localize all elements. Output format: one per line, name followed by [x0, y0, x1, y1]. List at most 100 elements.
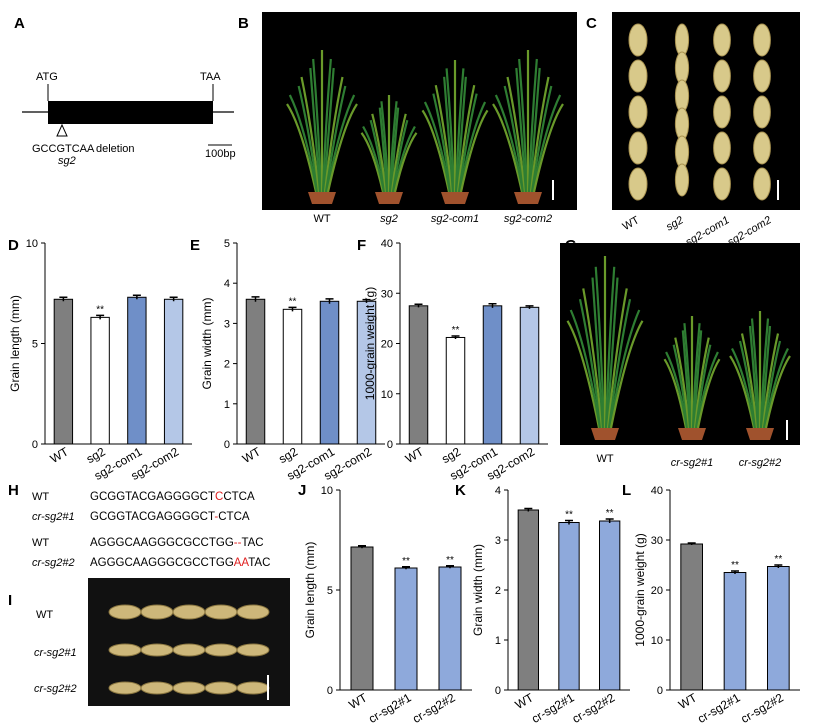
leaf	[681, 330, 692, 429]
photo-label: WT	[621, 214, 642, 233]
photo-label: cr-sg2#2	[739, 457, 782, 469]
panel-letter: B	[238, 15, 249, 32]
leaf	[530, 85, 553, 193]
bar	[127, 296, 147, 445]
error-bar	[358, 545, 366, 549]
error-bar	[169, 296, 178, 302]
significance: **	[606, 508, 614, 519]
grain	[108, 643, 142, 657]
leaf	[578, 298, 603, 429]
leaf	[731, 347, 757, 429]
grain	[204, 643, 238, 657]
grain	[713, 131, 731, 165]
photo-label: sg2	[380, 213, 398, 225]
leaf	[750, 318, 761, 429]
gene-diagram	[22, 84, 234, 146]
leaf	[443, 76, 455, 193]
sequence-label: WT	[32, 537, 49, 549]
leaf	[605, 277, 619, 429]
y-tick-label: 0	[387, 439, 393, 451]
photo-label: WT	[313, 213, 330, 225]
y-tick-label: 1	[495, 635, 501, 647]
panel-letter: K	[455, 482, 466, 499]
leaf	[380, 101, 390, 193]
error-bar	[402, 566, 410, 570]
grain	[172, 604, 206, 620]
significance: **	[565, 510, 573, 521]
y-tick-label: 2	[495, 585, 501, 597]
leaf	[694, 344, 712, 429]
x-tick-label: WT	[513, 690, 537, 712]
sequence-part: AA	[234, 557, 250, 569]
sequence-part: -	[214, 511, 218, 523]
y-tick-label: 3	[495, 535, 501, 547]
error-bar	[325, 298, 334, 304]
grain	[713, 59, 731, 93]
grain	[204, 681, 238, 695]
bar	[767, 566, 790, 691]
error-bar	[451, 335, 460, 339]
error-bar	[132, 294, 141, 300]
bar	[445, 336, 466, 445]
leaf	[738, 340, 758, 429]
leaf	[506, 76, 527, 193]
leaf	[392, 125, 416, 193]
leaf	[286, 103, 318, 193]
leaf	[566, 320, 601, 429]
pot	[591, 428, 619, 440]
leaf	[695, 351, 719, 429]
y-tick-label: 0	[657, 685, 663, 697]
y-tick-label: 2	[224, 359, 230, 371]
sequence-part: CTCA	[218, 511, 250, 523]
bar	[53, 298, 74, 445]
leaf	[321, 58, 332, 193]
sequence-label: cr-sg2#1	[32, 511, 75, 523]
leaf	[457, 93, 478, 193]
error-bar	[251, 296, 260, 302]
bar	[90, 316, 110, 445]
leaf	[609, 320, 644, 429]
y-tick-label: 3	[224, 318, 230, 330]
error-bar	[446, 565, 454, 569]
error-bar	[687, 542, 696, 545]
leaf	[692, 330, 703, 429]
leaf	[459, 109, 489, 193]
grain	[140, 604, 174, 620]
leaf	[608, 309, 641, 429]
leaf	[434, 84, 454, 193]
deleted-motif: GCCGTCAA	[32, 143, 95, 155]
pot	[746, 428, 774, 440]
y-axis-label: Grain width (mm)	[200, 297, 214, 389]
leaf	[663, 358, 688, 429]
grain	[753, 23, 771, 57]
significance: **	[96, 304, 104, 315]
leaf	[748, 325, 760, 429]
leaf	[423, 101, 452, 193]
panel-letter: A	[14, 15, 25, 32]
significance: **	[402, 556, 410, 567]
panel-letter: E	[190, 237, 200, 254]
sequence-part: C	[215, 491, 223, 503]
y-tick-label: 0	[32, 439, 38, 451]
leaf	[324, 85, 347, 193]
y-tick-label: 0	[224, 439, 230, 451]
x-tick-label: WT	[346, 690, 370, 712]
x-tick-label: cr-sg2#1	[695, 690, 743, 724]
bar	[319, 300, 340, 445]
leaf	[325, 94, 356, 193]
significance: **	[731, 560, 739, 571]
leaf	[456, 84, 476, 193]
significance: **	[774, 554, 782, 565]
pot	[514, 192, 542, 204]
leaf	[665, 351, 689, 429]
leaf	[729, 355, 756, 429]
photo-content	[108, 23, 791, 700]
y-tick-label: 20	[381, 339, 393, 351]
x-tick-label: cr-sg2#1	[366, 690, 414, 724]
y-axis-label: 1000-grain weight (g)	[363, 287, 377, 400]
panel-letter: D	[8, 237, 19, 254]
x-tick-label: cr-sg2#2	[570, 690, 618, 724]
y-tick-label: 10	[381, 389, 393, 401]
bar	[558, 522, 580, 691]
photo-label: sg2-com2	[504, 213, 552, 225]
